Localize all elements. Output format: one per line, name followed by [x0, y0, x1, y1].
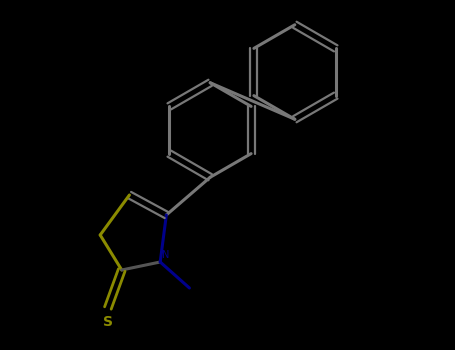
Text: N: N — [162, 250, 169, 260]
Text: S: S — [103, 315, 113, 329]
